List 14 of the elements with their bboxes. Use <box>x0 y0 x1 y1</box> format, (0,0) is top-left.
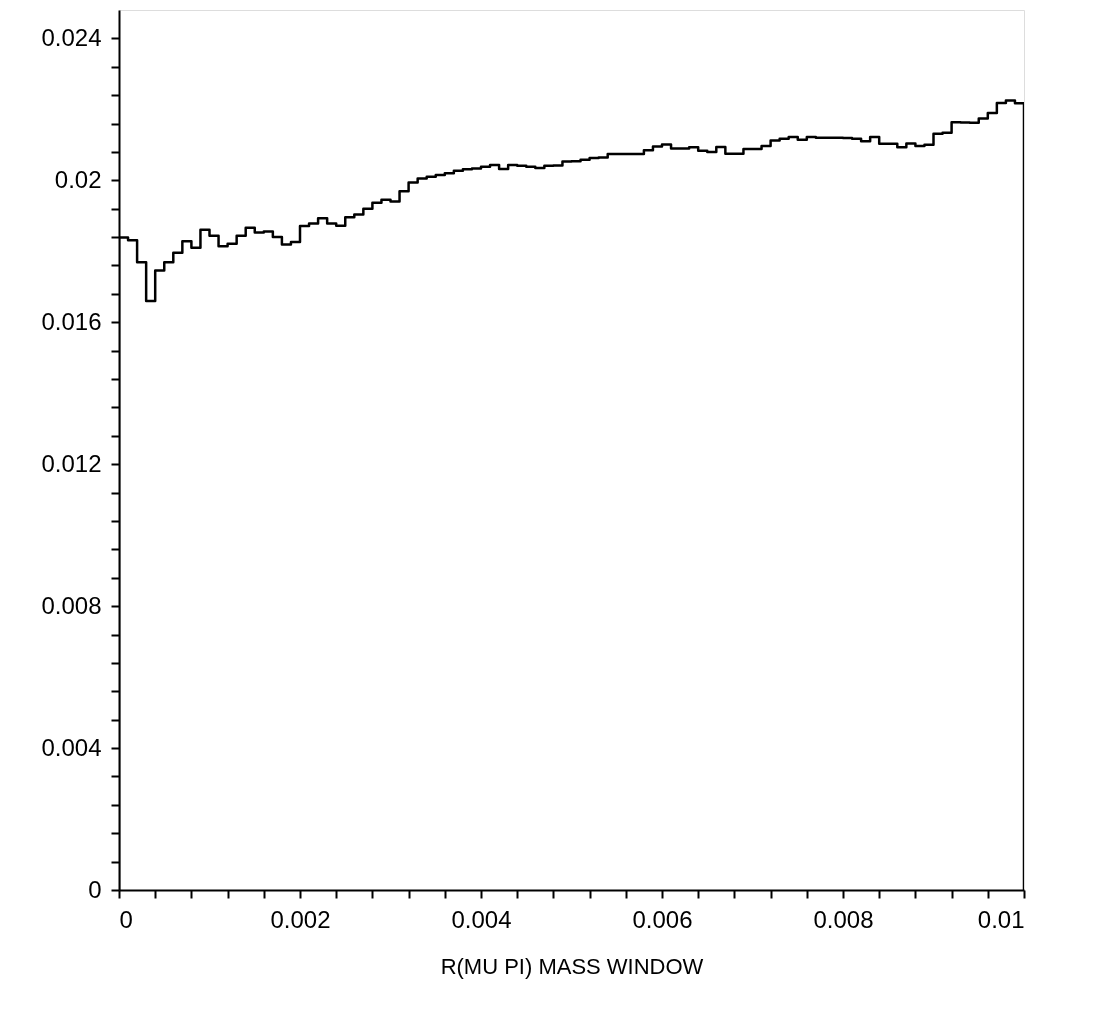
x-axis-title: R(MU PI) MASS WINDOW <box>440 953 704 979</box>
y-tick-label: 0.02 <box>54 165 102 193</box>
y-tick-label: 0.008 <box>41 591 102 619</box>
x-tick-label: 0.008 <box>813 905 874 933</box>
x-tick-label: 0.01 <box>977 905 1025 933</box>
x-tick-label: 0.002 <box>270 905 331 933</box>
y-tick-label: 0.012 <box>41 449 102 477</box>
x-tick-label: 0 <box>119 905 133 933</box>
y-tick-label: 0.004 <box>41 733 102 761</box>
x-tick-label: 0.004 <box>451 905 512 933</box>
y-tick-label: 0.024 <box>41 23 102 51</box>
x-tick-label: 0.006 <box>632 905 693 933</box>
y-tick-label: 0.016 <box>41 307 102 335</box>
y-tick-label: 0 <box>88 875 102 903</box>
